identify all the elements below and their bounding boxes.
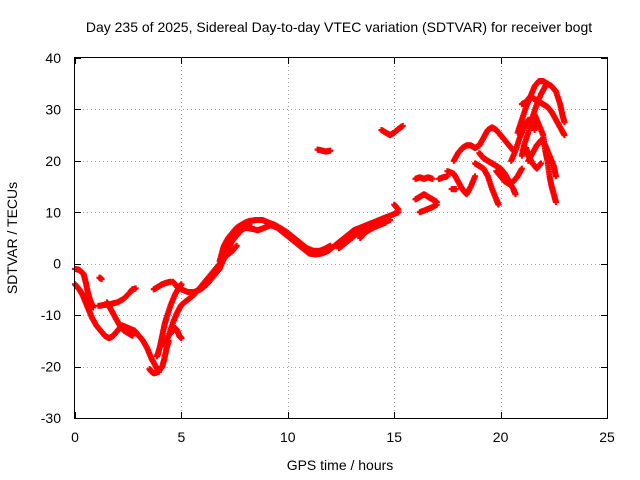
data-series [96,274,105,283]
data-point [129,332,136,339]
data-series [435,173,451,182]
data-point [178,335,185,342]
data-series [242,209,402,258]
data-point [552,173,559,180]
data-point [561,132,568,139]
x-tick-label: 20 [493,429,509,445]
data-series [150,278,174,293]
y-tick-label: 10 [45,204,61,220]
data-point [386,217,393,223]
data-point [531,127,538,133]
data-series [508,116,538,164]
data-series [357,219,389,241]
data-point [495,201,502,208]
data-series [314,146,334,155]
data-series [448,186,459,193]
data-point [233,242,240,249]
x-tick-labels: 0 5 10 15 20 25 [71,429,615,445]
plot-frame [74,57,608,419]
y-tick-label: 20 [45,153,61,169]
data-series [472,160,502,208]
x-tick-label: 15 [386,429,402,445]
data-point [552,199,559,205]
x-tick-label: 0 [71,429,79,445]
data-point [452,186,459,193]
data-point [395,206,402,213]
data-point [472,173,479,180]
data-series [518,93,568,139]
data-point [98,276,105,283]
y-tick-label: 40 [45,50,61,66]
data-points [72,78,568,377]
data-point [382,219,389,226]
data-point [429,175,436,182]
y-tick-label: 30 [45,101,61,117]
data-series [493,165,525,187]
x-axis-label: GPS time / hours [287,457,394,473]
x-tick-label: 10 [280,429,296,445]
data-series [103,299,136,339]
data-point [327,147,334,154]
y-tick-label: -10 [41,307,61,323]
data-point [132,285,139,292]
data-point [538,160,545,167]
data-series [514,78,568,136]
y-tick-label: 0 [53,256,61,272]
y-tick-labels: -30 -20 -10 0 10 20 30 40 [41,50,61,426]
data-point [512,191,519,198]
y-tick-label: -20 [41,359,61,375]
data-series [450,124,517,164]
data-series [523,145,545,172]
data-point [90,304,97,311]
x-tick-label: 25 [599,429,615,445]
data-series [412,191,440,205]
data-series [391,201,402,213]
data-series [72,281,163,375]
data-series [378,122,406,139]
data-point [561,119,568,126]
y-axis-label: SDTVAR / TECUs [4,182,20,294]
chart-title: Day 235 of 2025, Sidereal Day-to-day VTE… [86,19,592,35]
data-series [412,174,436,182]
data-point [433,201,440,208]
data-point [518,165,525,172]
data-point [399,122,406,129]
y-tick-label: -30 [41,410,61,426]
x-tick-label: 5 [178,429,186,445]
data-series [444,168,479,198]
data-series [167,325,185,342]
data-series [95,285,139,309]
data-series [416,201,440,216]
data-series [72,265,97,311]
